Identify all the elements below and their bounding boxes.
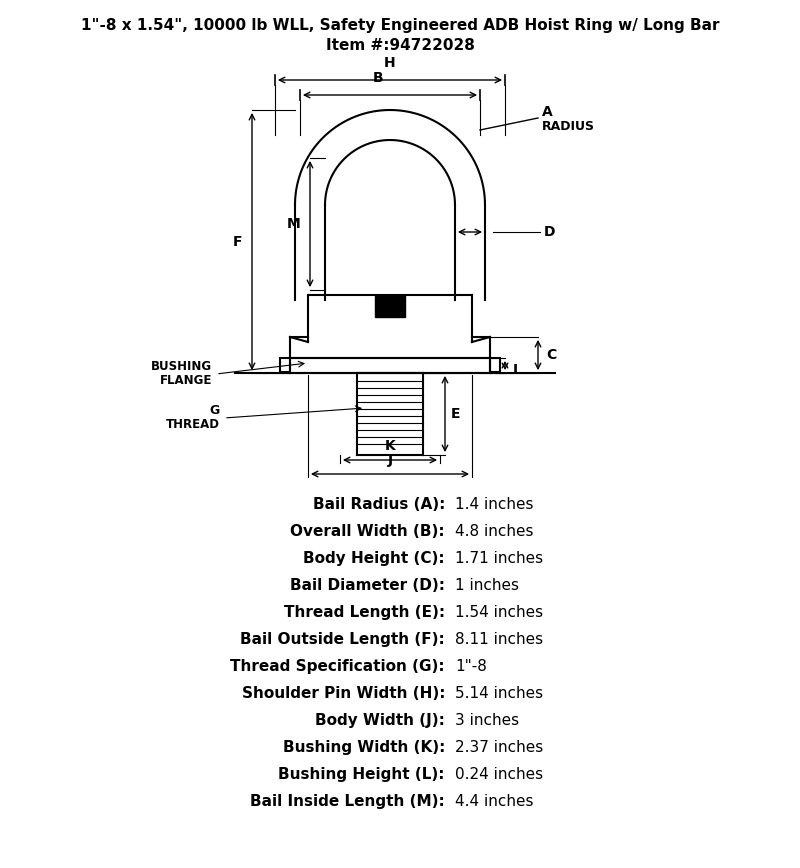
Text: 1.4 inches: 1.4 inches xyxy=(455,497,534,512)
Text: 5.14 inches: 5.14 inches xyxy=(455,686,543,701)
Text: 1"-8 x 1.54", 10000 lb WLL, Safety Engineered ADB Hoist Ring w/ Long Bar: 1"-8 x 1.54", 10000 lb WLL, Safety Engin… xyxy=(81,18,719,33)
Text: G: G xyxy=(210,404,220,418)
Text: C: C xyxy=(546,348,556,362)
Text: Shoulder Pin Width (H):: Shoulder Pin Width (H): xyxy=(242,686,445,701)
Text: Overall Width (B):: Overall Width (B): xyxy=(290,524,445,539)
Text: H: H xyxy=(384,56,396,70)
Text: B: B xyxy=(373,71,383,85)
Text: K: K xyxy=(385,439,395,453)
Text: F: F xyxy=(233,234,242,248)
Text: Bail Radius (A):: Bail Radius (A): xyxy=(313,497,445,512)
Text: 3 inches: 3 inches xyxy=(455,713,519,728)
Text: 1.54 inches: 1.54 inches xyxy=(455,605,543,620)
Text: FLANGE: FLANGE xyxy=(160,374,212,387)
Text: Bail Outside Length (F):: Bail Outside Length (F): xyxy=(240,632,445,647)
Bar xyxy=(490,358,500,372)
Text: 2.37 inches: 2.37 inches xyxy=(455,740,543,755)
Text: Bushing Width (K):: Bushing Width (K): xyxy=(282,740,445,755)
Text: Thread Specification (G):: Thread Specification (G): xyxy=(230,659,445,674)
Text: Body Width (J):: Body Width (J): xyxy=(315,713,445,728)
Text: M: M xyxy=(286,217,300,231)
Text: E: E xyxy=(451,407,461,421)
Text: 1 inches: 1 inches xyxy=(455,578,519,593)
Bar xyxy=(375,295,405,317)
Text: Bushing Height (L):: Bushing Height (L): xyxy=(278,767,445,782)
Text: Body Height (C):: Body Height (C): xyxy=(303,551,445,566)
Text: Bail Inside Length (M):: Bail Inside Length (M): xyxy=(250,794,445,809)
Text: Item #:94722028: Item #:94722028 xyxy=(326,38,474,53)
Text: L: L xyxy=(513,364,522,378)
Text: BUSHING: BUSHING xyxy=(151,360,212,373)
Text: J: J xyxy=(387,453,393,467)
Text: 0.24 inches: 0.24 inches xyxy=(455,767,543,782)
Text: Bail Diameter (D):: Bail Diameter (D): xyxy=(290,578,445,593)
Text: 1.71 inches: 1.71 inches xyxy=(455,551,543,566)
Text: 4.8 inches: 4.8 inches xyxy=(455,524,534,539)
Text: Thread Length (E):: Thread Length (E): xyxy=(284,605,445,620)
Text: THREAD: THREAD xyxy=(166,418,220,431)
Text: RADIUS: RADIUS xyxy=(542,121,595,134)
Bar xyxy=(310,291,470,293)
Text: 1"-8: 1"-8 xyxy=(455,659,487,674)
Text: 4.4 inches: 4.4 inches xyxy=(455,794,534,809)
Text: D: D xyxy=(544,225,555,239)
Text: 8.11 inches: 8.11 inches xyxy=(455,632,543,647)
Bar xyxy=(280,358,290,372)
Text: A: A xyxy=(542,105,553,119)
